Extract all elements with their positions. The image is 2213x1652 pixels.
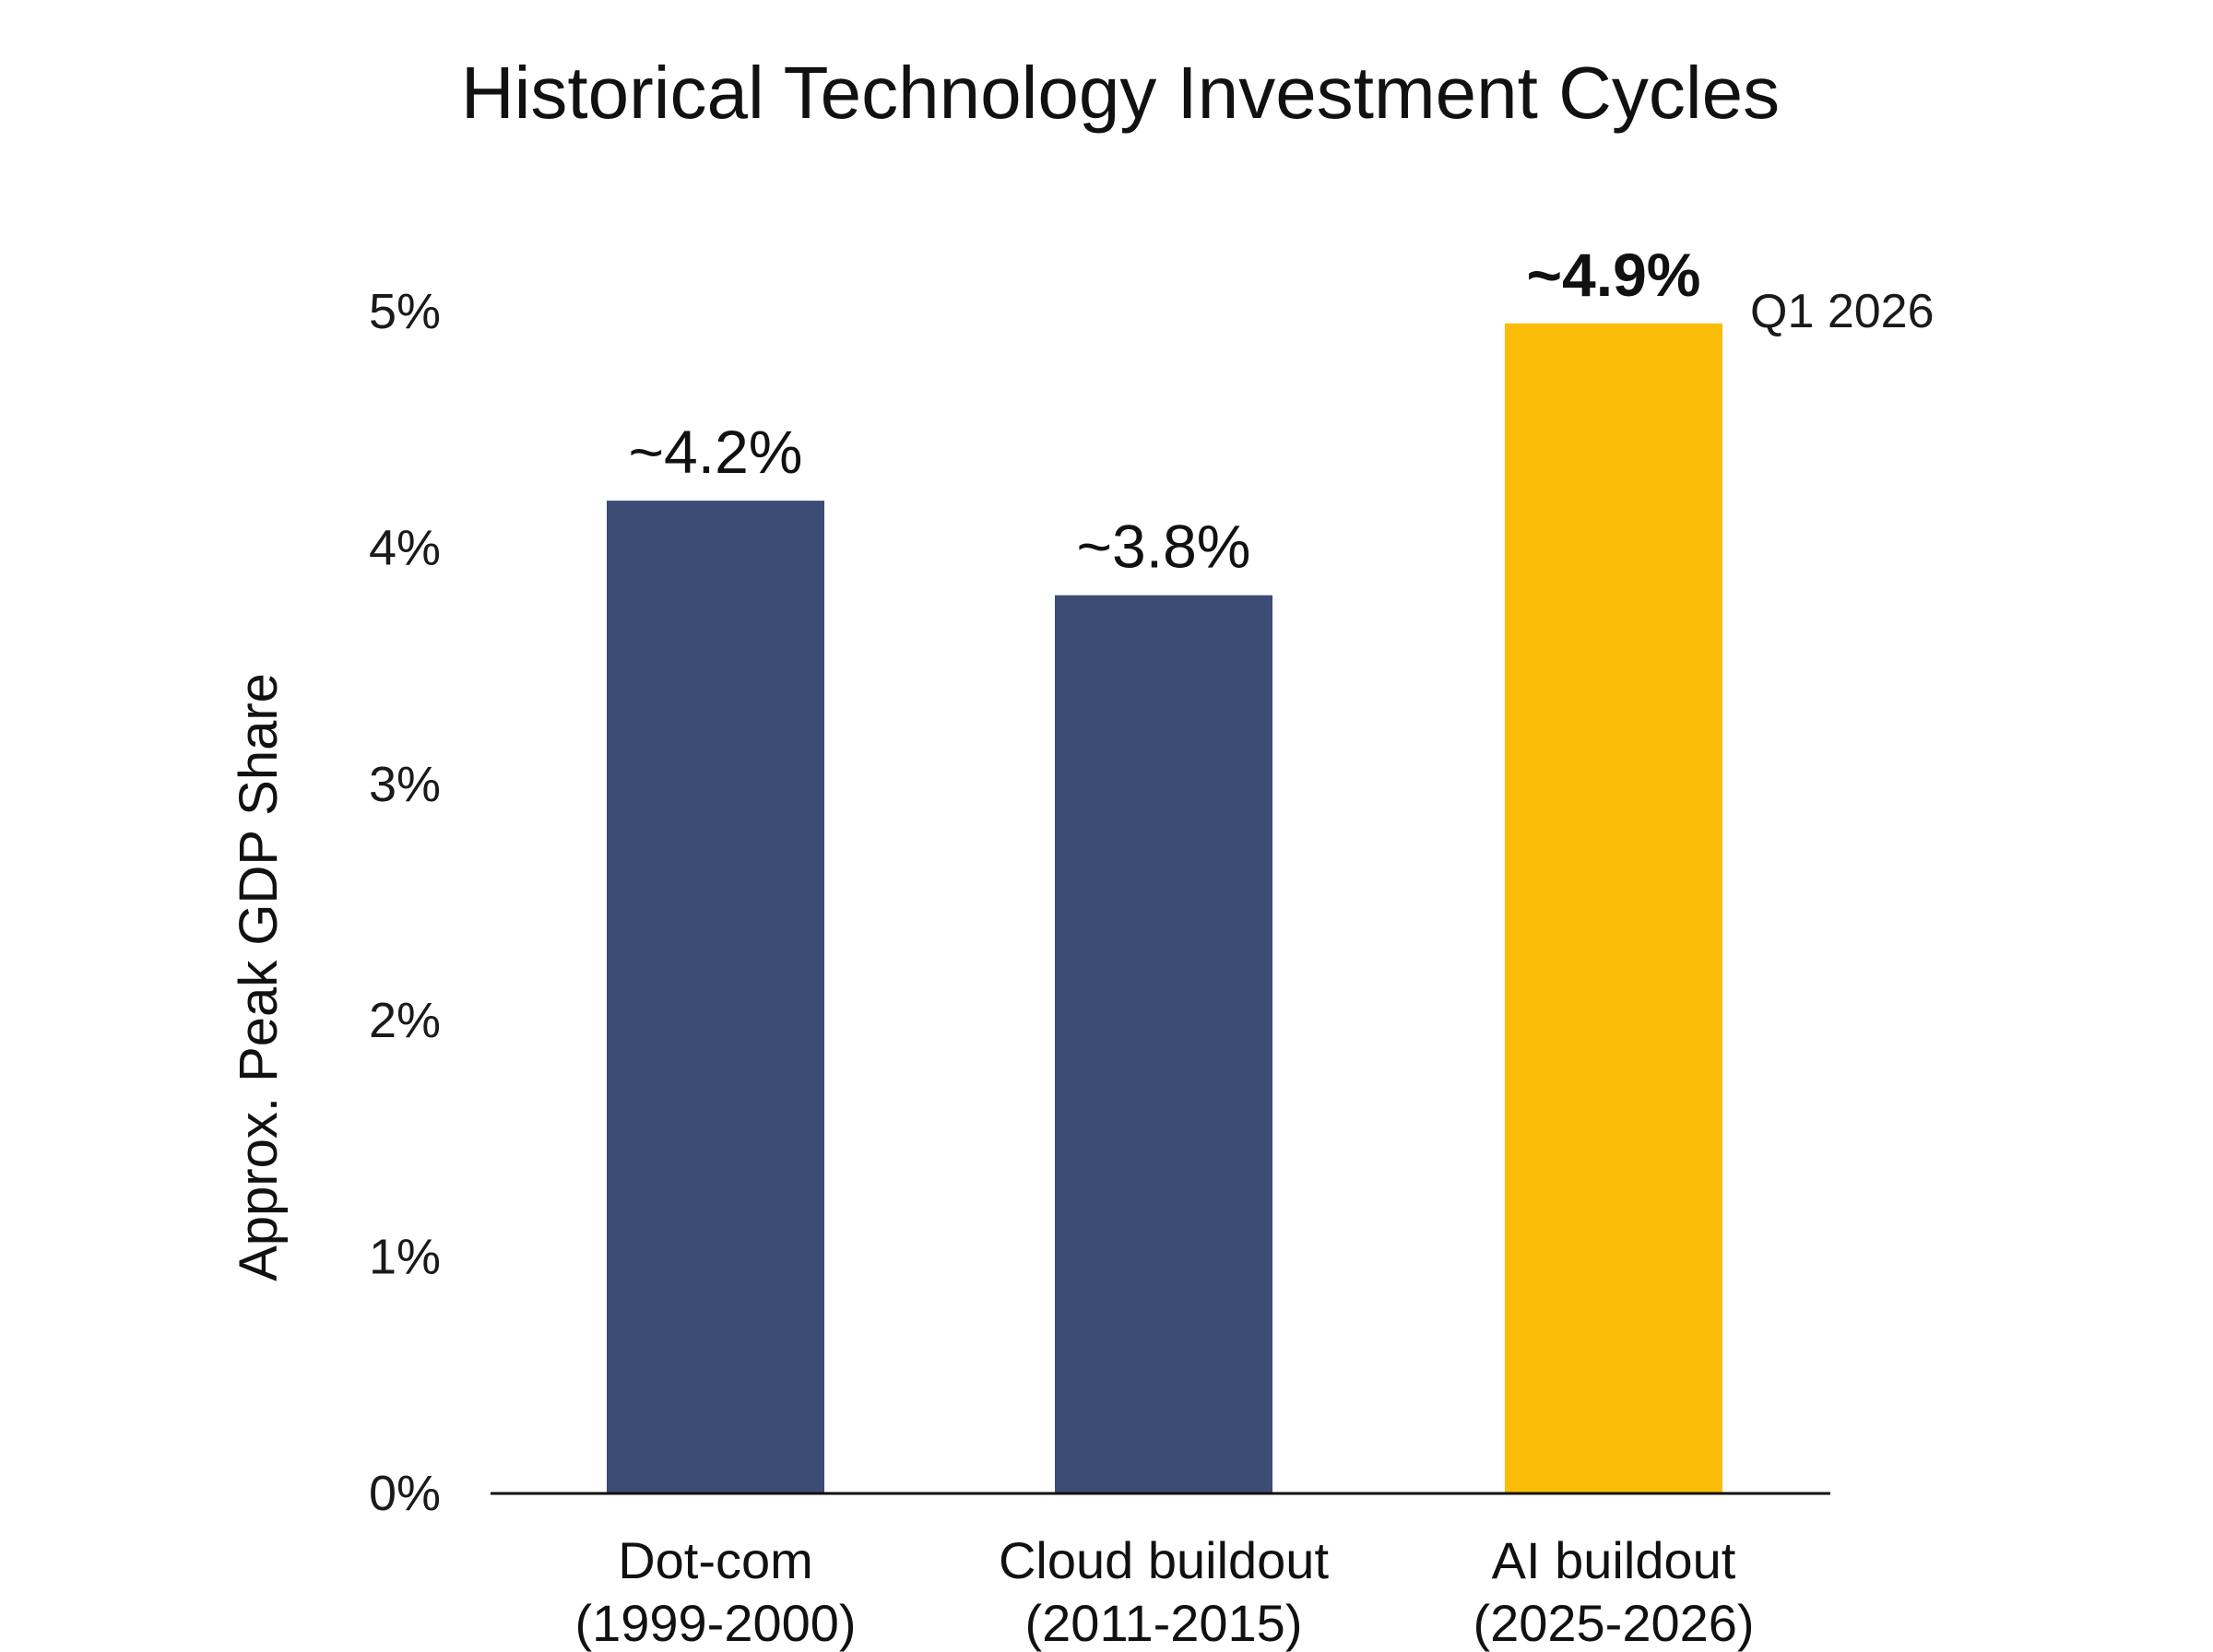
y-axis-label: Approx. Peak GDP Share xyxy=(229,673,289,1281)
y-tick-label: 0% xyxy=(369,1466,441,1521)
bar xyxy=(607,501,824,1493)
bars xyxy=(607,323,1722,1493)
y-tick-label: 3% xyxy=(369,757,441,812)
y-axis-ticks: 0% 1% 2% 3% 4% 5% xyxy=(369,284,441,1521)
value-label: ~4.9% xyxy=(1527,241,1701,309)
category-label: Cloud buildout xyxy=(999,1531,1329,1589)
category-label: (1999-2000) xyxy=(574,1594,856,1652)
category-label: (2011-2015) xyxy=(1025,1594,1303,1652)
category-label: AI buildout xyxy=(1492,1531,1736,1589)
value-label: ~3.8% xyxy=(1077,513,1251,581)
y-tick-label: 5% xyxy=(369,284,441,339)
category-label: Dot-com xyxy=(618,1531,813,1589)
y-tick-label: 2% xyxy=(369,993,441,1048)
chart-title: Historical Technology Investment Cycles xyxy=(461,52,1780,134)
category-labels: Dot-com(1999-2000) Cloud buildout(2011-20… xyxy=(574,1531,1754,1652)
value-labels: ~4.2% ~3.8% ~4.9% xyxy=(629,241,1701,581)
y-tick-label: 1% xyxy=(369,1230,441,1285)
bar-annotation: Q1 2026 xyxy=(1750,285,1935,338)
y-tick-label: 4% xyxy=(369,520,441,575)
bar xyxy=(1505,323,1722,1493)
bar xyxy=(1055,595,1272,1493)
category-label: (2025-2026) xyxy=(1473,1594,1754,1652)
value-label: ~4.2% xyxy=(629,418,803,486)
